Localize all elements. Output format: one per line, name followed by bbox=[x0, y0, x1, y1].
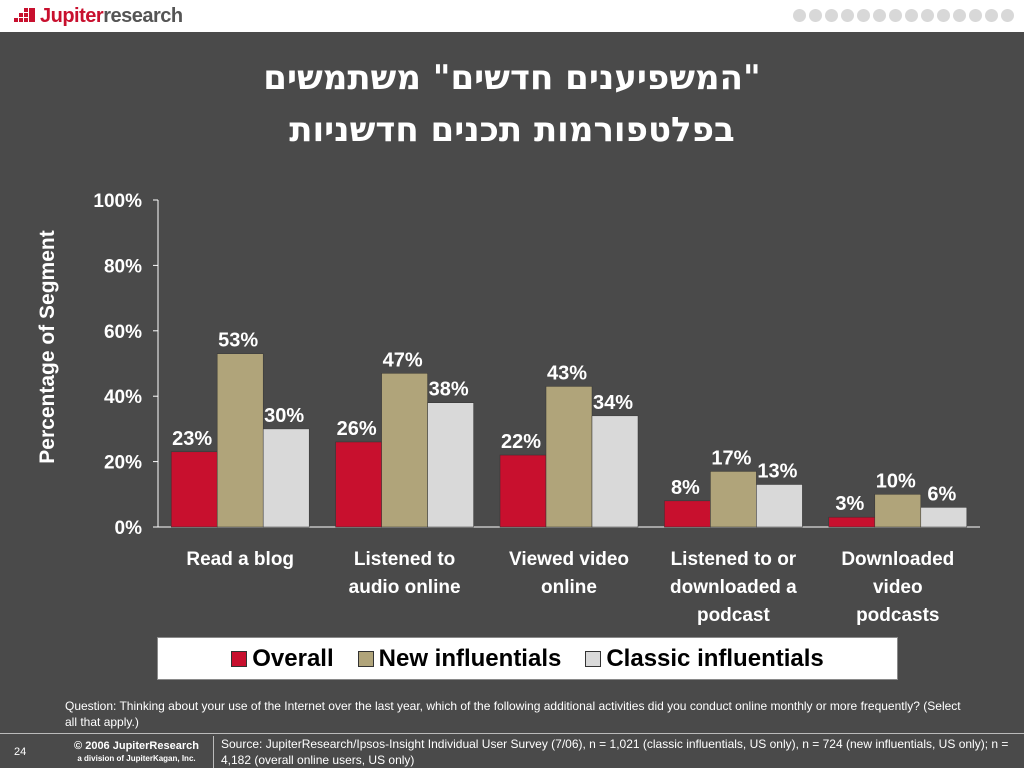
data-label: 53% bbox=[218, 330, 258, 352]
data-label: 38% bbox=[429, 379, 469, 401]
copyright-line-2: a division of JupiterKagan, Inc. bbox=[77, 754, 196, 763]
data-label: 26% bbox=[337, 418, 377, 440]
source-note: Source: JupiterResearch/Ipsos-Insight In… bbox=[221, 737, 1009, 767]
y-tick-label: 0% bbox=[115, 518, 143, 539]
category-label: podcast bbox=[697, 605, 771, 626]
legend-label: Overall bbox=[252, 644, 334, 672]
bar bbox=[828, 516, 876, 528]
bar bbox=[545, 386, 593, 528]
data-label: 43% bbox=[547, 362, 587, 384]
y-tick-label: 60% bbox=[104, 322, 142, 343]
jupiter-grid-icon bbox=[14, 6, 36, 26]
legend-item: Overall bbox=[231, 644, 334, 673]
bar bbox=[756, 484, 803, 528]
y-tick-label: 100% bbox=[93, 191, 142, 212]
bar-chart: 0% 20% 40% 60% 80% 100% 23% 53% 30% Read a blog 26… bbox=[93, 191, 980, 626]
category-label: Listened to or bbox=[671, 549, 797, 570]
category-label: downloaded a bbox=[670, 577, 797, 598]
legend-label: Classic influentials bbox=[606, 644, 824, 672]
slide-title-line-1: "המשפיענים חדשים" משתמשים bbox=[263, 58, 761, 98]
legend-label: New influentials bbox=[378, 644, 562, 672]
logo-text-red: Jupiter bbox=[40, 4, 104, 27]
data-label: 34% bbox=[593, 392, 633, 414]
data-label: 17% bbox=[711, 447, 751, 469]
bar bbox=[335, 441, 382, 528]
data-label: 8% bbox=[671, 477, 700, 499]
footer-separator bbox=[213, 736, 214, 768]
data-label: 22% bbox=[501, 431, 541, 453]
category-label: podcasts bbox=[856, 605, 939, 626]
data-label: 23% bbox=[172, 428, 212, 450]
bar bbox=[874, 494, 922, 528]
bar bbox=[710, 471, 757, 528]
bar bbox=[381, 373, 428, 528]
legend-swatch bbox=[585, 650, 602, 667]
bar bbox=[499, 454, 547, 528]
copyright: © 2006 JupiterResearch a division of Jup… bbox=[64, 739, 209, 765]
category-label: online bbox=[541, 577, 597, 598]
data-label: 30% bbox=[264, 405, 304, 427]
y-tick-label: 40% bbox=[104, 387, 142, 408]
category-label: Downloaded bbox=[841, 549, 954, 570]
chart-legend: Overall New influentials Classic influenti… bbox=[157, 637, 898, 680]
y-tick-label: 20% bbox=[104, 453, 142, 474]
bar bbox=[591, 415, 639, 528]
category-label: Read a blog bbox=[186, 549, 294, 570]
bar bbox=[427, 402, 474, 528]
legend-swatch bbox=[357, 650, 374, 667]
decorative-dots bbox=[793, 9, 1014, 22]
slide-title: "המשפיענים חדשים" משתמשים בפלטפורמות תכנ… bbox=[60, 52, 964, 156]
top-bar: Jupiterresearch bbox=[0, 0, 1024, 32]
legend-item: Classic influentials bbox=[585, 644, 824, 673]
bar bbox=[262, 428, 310, 528]
slide-title-line-2: בפלטפורמות תכנים חדשניות bbox=[289, 110, 735, 150]
logo-text-gray: research bbox=[103, 4, 183, 27]
bar bbox=[664, 500, 711, 528]
data-label: 3% bbox=[835, 493, 864, 515]
category-label: audio online bbox=[349, 577, 461, 598]
y-tick-label: 80% bbox=[104, 256, 142, 277]
bar bbox=[170, 451, 218, 528]
category-label: Viewed video bbox=[509, 549, 629, 570]
legend-item: New influentials bbox=[357, 644, 562, 673]
category-label: Listened to bbox=[354, 549, 455, 570]
bar bbox=[216, 353, 264, 528]
data-label: 6% bbox=[927, 483, 956, 505]
data-label: 13% bbox=[757, 460, 797, 482]
category-label: video bbox=[873, 577, 923, 598]
jupiter-research-logo: Jupiterresearch bbox=[14, 3, 183, 29]
footer-divider bbox=[0, 733, 1024, 734]
data-label: 47% bbox=[383, 349, 423, 371]
survey-question: Question: Thinking about your use of the… bbox=[65, 699, 961, 729]
data-label: 10% bbox=[876, 470, 916, 492]
page-number: 24 bbox=[14, 746, 27, 758]
legend-swatch bbox=[231, 650, 248, 667]
bar bbox=[920, 507, 968, 528]
copyright-line-1: © 2006 JupiterResearch bbox=[74, 740, 199, 752]
